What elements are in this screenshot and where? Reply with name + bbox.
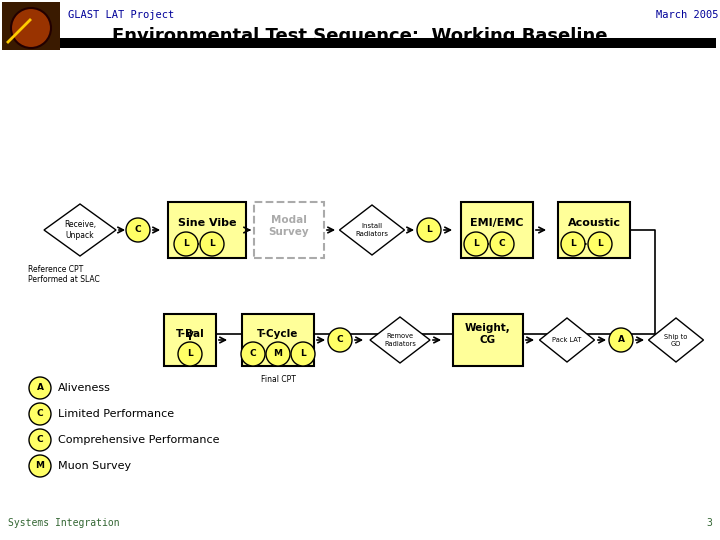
Text: Modal
Survey: Modal Survey [269,215,310,237]
Circle shape [266,342,290,366]
Text: C: C [135,226,141,234]
Text: Receive,
Unpack: Receive, Unpack [64,220,96,240]
Text: C: C [499,240,505,248]
Text: C: C [37,435,43,444]
Text: Aliveness: Aliveness [58,383,111,393]
Circle shape [609,328,633,352]
Text: EMI/EMC: EMI/EMC [470,218,523,228]
Circle shape [328,328,352,352]
Circle shape [464,232,488,256]
Circle shape [490,232,514,256]
Circle shape [29,455,51,477]
Text: Pack LAT: Pack LAT [552,337,582,343]
Text: A: A [618,335,624,345]
Text: T-Cycle: T-Cycle [257,329,299,339]
Circle shape [588,232,612,256]
Circle shape [291,342,315,366]
Text: L: L [473,240,479,248]
Polygon shape [44,204,116,256]
Text: Sine Vibe: Sine Vibe [178,218,236,228]
Circle shape [200,232,224,256]
Text: March 2005: March 2005 [655,10,718,20]
Polygon shape [539,318,595,362]
Text: Weight,
CG: Weight, CG [465,323,511,345]
Polygon shape [340,205,405,255]
Circle shape [29,429,51,451]
FancyBboxPatch shape [60,38,716,48]
Text: Acoustic: Acoustic [567,218,621,228]
FancyBboxPatch shape [242,314,314,366]
Text: Ship to
GO: Ship to GO [665,334,688,347]
Text: M: M [274,349,282,359]
Text: L: L [183,240,189,248]
Text: Install
Radiators: Install Radiators [356,224,389,237]
Circle shape [29,377,51,399]
Text: C: C [337,335,343,345]
FancyBboxPatch shape [558,202,630,258]
Text: L: L [570,240,576,248]
Polygon shape [370,317,430,363]
Text: L: L [187,349,193,359]
FancyBboxPatch shape [461,202,533,258]
Circle shape [126,218,150,242]
Text: Muon Survey: Muon Survey [58,461,131,471]
Text: L: L [426,226,432,234]
FancyBboxPatch shape [164,314,216,366]
Circle shape [178,342,202,366]
Text: Remove
Radiators: Remove Radiators [384,334,416,347]
Text: Systems Integration: Systems Integration [8,518,120,528]
Circle shape [417,218,441,242]
Text: Limited Performance: Limited Performance [58,409,174,419]
Text: GLAST LAT Project: GLAST LAT Project [68,10,174,20]
Circle shape [29,403,51,425]
FancyBboxPatch shape [2,2,60,50]
Text: C: C [37,409,43,418]
Text: M: M [35,462,45,470]
Text: L: L [209,240,215,248]
Text: L: L [597,240,603,248]
Text: 3: 3 [706,518,712,528]
Text: Environmental Test Sequence:  Working Baseline: Environmental Test Sequence: Working Bas… [112,27,608,45]
Text: Comprehensive Performance: Comprehensive Performance [58,435,220,445]
Text: A: A [37,383,43,393]
FancyBboxPatch shape [168,202,246,258]
Circle shape [241,342,265,366]
Circle shape [174,232,198,256]
FancyBboxPatch shape [254,202,324,258]
Text: T-Bal: T-Bal [176,329,204,339]
Circle shape [561,232,585,256]
FancyBboxPatch shape [453,314,523,366]
Polygon shape [649,318,703,362]
Text: L: L [300,349,306,359]
Text: Reference CPT
Performed at SLAC: Reference CPT Performed at SLAC [28,265,100,285]
Text: C: C [250,349,256,359]
Text: Final CPT: Final CPT [261,375,295,384]
Circle shape [11,8,51,48]
